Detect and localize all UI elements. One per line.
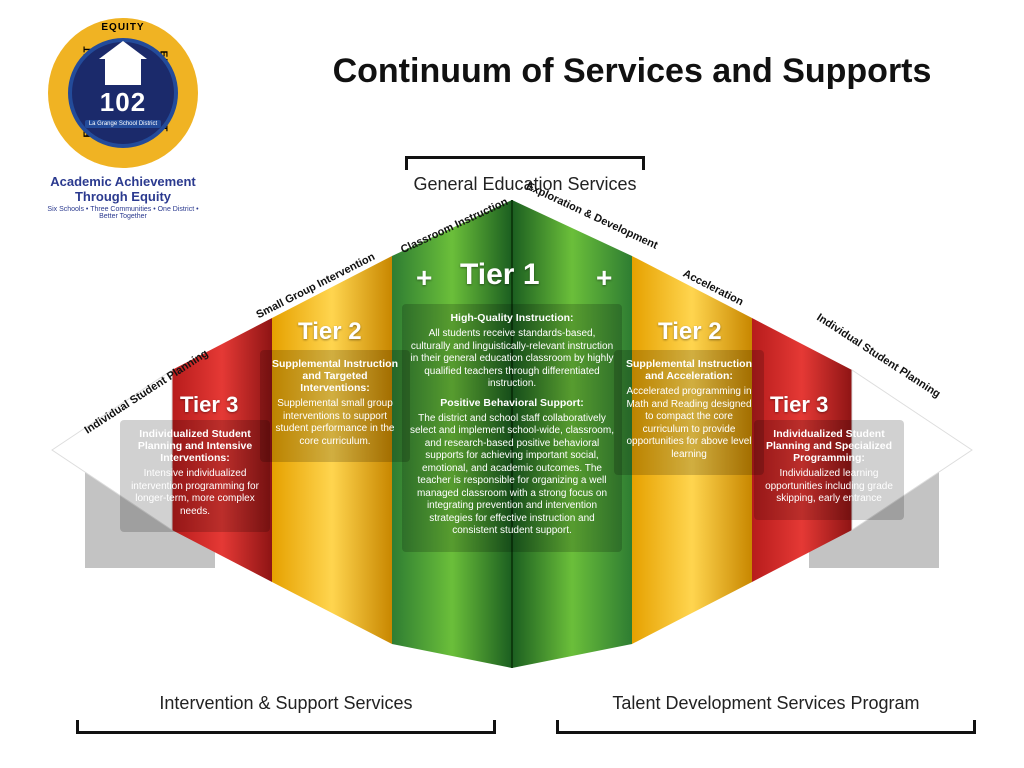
tier3-right-b: Individualized learning opportunities in… — [762, 468, 896, 506]
plus-right-icon: + — [596, 262, 612, 294]
tier3-left-h: Individualized Student Planning and Inte… — [128, 428, 262, 464]
tier1-h2: Positive Behavioral Support: — [410, 397, 614, 409]
district-logo: EQUITY EMPOWERMENT ENGAGEMENT 102 La Gra… — [38, 18, 208, 220]
tier1-desc: High-Quality Instruction: All students r… — [402, 304, 622, 552]
seal-icon: EQUITY EMPOWERMENT ENGAGEMENT 102 La Gra… — [48, 18, 198, 168]
tier3-left-title: Tier 3 — [180, 392, 238, 418]
plus-left-icon: + — [416, 262, 432, 294]
tier3-left-b: Intensive individualized intervention pr… — [128, 468, 262, 518]
seal-district: La Grange School District — [85, 120, 161, 128]
page-title: Continuum of Services and Supports — [270, 52, 994, 91]
tier2-right-title: Tier 2 — [658, 318, 722, 346]
tier3-left-desc: Individualized Student Planning and Inte… — [120, 420, 270, 532]
seal-number: 102 — [100, 87, 146, 118]
tier2-left-title: Tier 2 — [298, 318, 362, 346]
bracket-bottom-left-label: Intervention & Support Services — [76, 693, 496, 714]
tier2-left-desc: Supplemental Instruction and Targeted In… — [260, 350, 410, 462]
house-icon — [105, 59, 141, 85]
tier2-right-h: Supplemental Instruction and Acceleratio… — [622, 358, 756, 382]
diamond-stage: Individual Student Planning Small Group … — [40, 200, 984, 668]
tier3-right-title: Tier 3 — [770, 392, 828, 418]
bracket-bottom-right — [556, 718, 976, 734]
tier3-right-desc: Individualized Student Planning and Spec… — [754, 420, 904, 520]
tier2-right-desc: Supplemental Instruction and Acceleratio… — [614, 350, 764, 475]
bracket-top — [405, 156, 645, 172]
tier1-title: Tier 1 — [460, 258, 540, 292]
tier1-h1: High-Quality Instruction: — [410, 312, 614, 324]
tier1-b1: All students receive standards-based, cu… — [410, 328, 614, 391]
tier2-left-b: Supplemental small group interventions t… — [268, 398, 402, 448]
tier2-right-b: Accelerated programming in Math and Read… — [622, 386, 756, 461]
tier2-left-h: Supplemental Instruction and Targeted In… — [268, 358, 402, 394]
bracket-bottom-right-label: Talent Development Services Program — [556, 693, 976, 714]
tier1-b2: The district and school staff collaborat… — [410, 413, 614, 538]
bracket-bottom-left — [76, 718, 496, 734]
tier3-right-h: Individualized Student Planning and Spec… — [762, 428, 896, 464]
ring-top: EQUITY — [48, 22, 198, 33]
